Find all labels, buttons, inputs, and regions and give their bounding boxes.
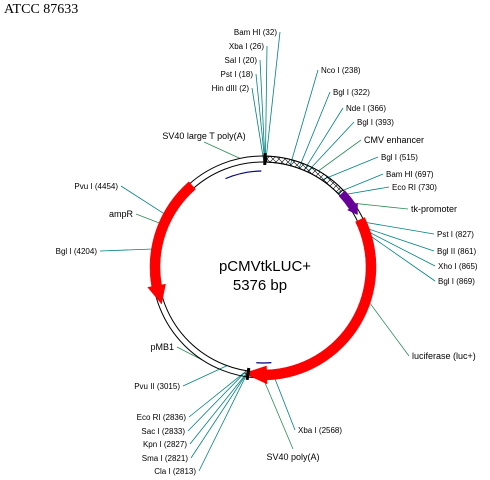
site-label-ndei-366: Nde I (366) (346, 104, 386, 113)
page-title: ATCC 87633 (4, 2, 79, 17)
feature-label-pmb1: pMB1 (150, 342, 174, 352)
feature-label-tk-promoter: tk-promoter (411, 204, 457, 214)
feature-label-sv40-large-t: SV40 large T poly(A) (162, 131, 245, 141)
site-label-smai-2821: Sma I (2821) (142, 454, 189, 463)
site-label-ncoi-238: Nco I (238) (321, 66, 361, 75)
site-line-xbai-2568 (271, 371, 296, 431)
site-line-psti-827 (357, 220, 435, 235)
feature-line-cmv-enhancer (318, 139, 362, 172)
feature-line-luciferase (368, 301, 410, 357)
cmv-enhancer-region (266, 155, 344, 195)
feature-label-sv40-polya: SV40 poly(A) (266, 452, 319, 462)
site-line-bglii-861 (359, 225, 435, 252)
luciferase-arrow (243, 217, 377, 385)
site-line-psti-18 (255, 73, 266, 163)
site-line-saci-2833 (187, 370, 247, 432)
site-label-clai-2813: Cla I (2813) (154, 467, 196, 476)
feature-line-sv40-large-t (203, 141, 241, 159)
site-line-pvuii-3015 (182, 365, 228, 387)
site-label-xhoi-865: Xho I (865) (438, 262, 478, 271)
site-label-bgli-4204: Bgl I (4204) (56, 247, 98, 256)
site-line-sali-20 (259, 59, 266, 163)
site-label-bgli-515: Bgl I (515) (381, 153, 418, 162)
feature-label-ampr: ampR (109, 209, 134, 219)
site-line-pvui-4454 (120, 185, 171, 219)
ampr-arrow (147, 181, 196, 305)
site-line-xbai-26 (264, 45, 268, 163)
site-label-bgli-393: Bgl I (393) (357, 118, 394, 127)
site-line-bgli-869 (360, 229, 436, 282)
site-line-bgli-4204 (99, 248, 160, 252)
site-label-ecori-2836: Eco RI (2836) (137, 413, 187, 422)
site-label-psti-827: Pst I (827) (437, 230, 474, 239)
site-label-ecori-730: Eco RI (730) (392, 183, 437, 192)
site-line-clai-2813 (198, 370, 249, 472)
site-label-bamhi-697: Bam HI (697) (386, 170, 434, 179)
plasmid-size: 5376 bp (233, 277, 287, 294)
site-label-sali-20: Sal I (20) (225, 56, 258, 65)
site-label-saci-2833: Sac I (2833) (141, 427, 185, 436)
site-label-pvuii-3015: Pvu II (3015) (134, 382, 180, 391)
feature-line-sv40-polya (262, 377, 294, 450)
site-line-ndei-366 (303, 107, 344, 171)
site-label-bamhi-32: Bam HI (32) (234, 28, 277, 37)
site-line-xhoi-865 (360, 227, 436, 267)
site-line-smai-2821 (190, 370, 249, 459)
site-line-kpni-2827 (189, 370, 249, 445)
site-label-xbai-26: Xba I (26) (229, 42, 264, 51)
site-line-bamhi-697 (337, 173, 384, 194)
site-line-bgli-322 (298, 91, 331, 169)
mcs-marker-bottom (245, 367, 251, 381)
sv40-large-t-region-arc (225, 170, 262, 180)
tk-promoter-arrow (338, 190, 358, 216)
site-label-psti-18: Pst I (18) (221, 70, 254, 79)
feature-line-tk-promoter (353, 202, 409, 210)
site-label-bglii-861: Bgl II (861) (437, 247, 476, 256)
site-label-bgli-869: Bgl I (869) (438, 277, 475, 286)
feature-line-ampr (135, 213, 161, 225)
site-line-ecori-2836 (188, 370, 247, 418)
site-line-hindiii-2 (251, 87, 265, 163)
site-label-kpni-2827: Kpn I (2827) (143, 440, 187, 449)
feature-label-cmv-enhancer: CMV enhancer (364, 135, 424, 145)
site-label-pvui-4454: Pvu I (4454) (74, 182, 118, 191)
site-label-hindiii-2: Hin dIII (2) (212, 84, 250, 93)
site-line-bgli-515 (321, 156, 379, 181)
site-label-xbai-2568: Xba I (2568) (298, 426, 342, 435)
feature-line-pmb1 (176, 346, 203, 361)
feature-label-luciferase: luciferase (luc+) (412, 351, 476, 361)
site-label-bgli-322: Bgl I (322) (333, 88, 370, 97)
site-line-bgli-393 (307, 121, 355, 173)
plasmid-name: pCMVtkLUC+ (219, 258, 311, 275)
site-line-bamhi-32 (265, 31, 281, 163)
site-line-ncoi-238 (289, 69, 319, 166)
